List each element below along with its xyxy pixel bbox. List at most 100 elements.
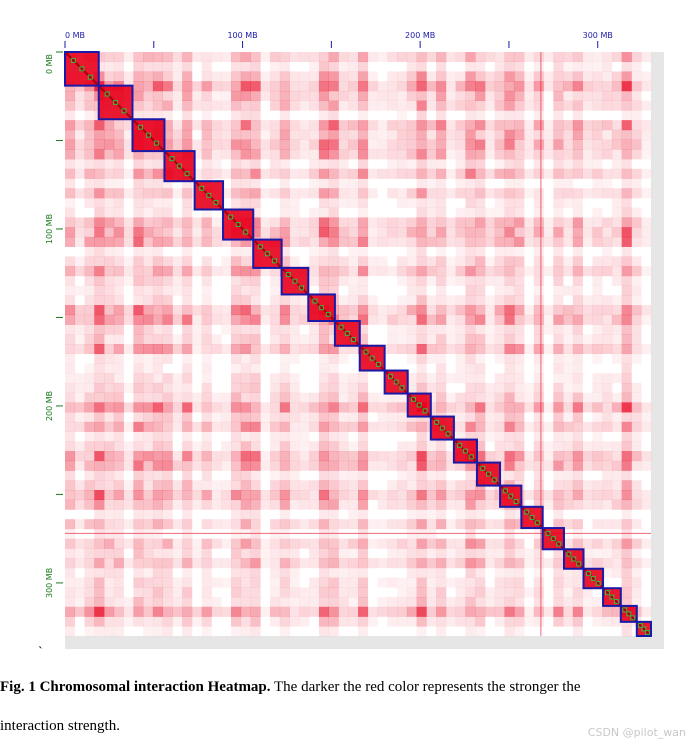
heatmap-cell [445,538,456,549]
heatmap-cell [162,217,173,228]
heatmap-cell [143,490,154,501]
heatmap-cell [367,81,378,92]
heatmap-cell [338,567,349,578]
heatmap-cell [104,499,115,510]
heatmap-cell [299,139,310,150]
heatmap-cell [426,90,437,101]
heatmap-cell [74,305,85,316]
heatmap-cell [445,129,456,140]
heatmap-cell [201,548,212,559]
heatmap-cell [113,412,124,423]
heatmap-cell [94,460,105,471]
heatmap-cell [611,460,622,471]
heatmap-cell [104,597,115,608]
heatmap-cell [348,61,359,72]
heatmap-cell [553,460,564,471]
heatmap-cell [348,480,359,491]
heatmap-cell [143,597,154,608]
heatmap-cell [289,373,300,384]
heatmap-cell [84,431,95,442]
heatmap-cell [406,577,417,588]
heatmap-cell [426,597,437,608]
heatmap-cell [563,451,574,462]
heatmap-cell [318,509,329,520]
heatmap-cell [367,402,378,413]
heatmap-cell [201,120,212,131]
heatmap-cell [484,519,496,530]
subdomain-marker [468,454,474,460]
heatmap-cell [524,314,535,325]
heatmap-cell [543,305,554,316]
heatmap-cell [318,110,329,121]
heatmap-cell [533,139,544,150]
heatmap-cell [621,275,632,286]
heatmap-cell [455,324,466,335]
heatmap-cell [611,519,622,530]
heatmap-cell [143,188,154,199]
heatmap-cell [455,334,466,345]
heatmap-cell [94,344,105,355]
heatmap-cell [533,334,544,345]
heatmap-cell [436,577,447,588]
heatmap-cell [455,71,466,82]
heatmap-cell [416,344,427,355]
heatmap-cell [104,606,115,617]
heatmap-cell [621,110,632,121]
heatmap-cell [553,567,564,578]
heatmap-cell [84,421,95,432]
heatmap-cell [563,90,574,101]
heatmap-cell [240,236,251,247]
heatmap-cell [113,392,124,403]
heatmap-cell [621,490,632,501]
heatmap-cell [631,256,642,267]
heatmap-cell [358,470,369,481]
heatmap-cell [377,129,388,140]
heatmap-cell [318,159,329,170]
heatmap-cell [397,324,408,335]
heatmap-cell [240,528,251,539]
subdomain-marker [641,626,647,632]
heatmap-cell [318,236,329,247]
heatmap-cell [104,490,115,501]
heatmap-cell [250,412,261,423]
heatmap-cell [631,441,642,452]
heatmap-cell [436,217,447,228]
heatmap-cell [84,159,95,170]
heatmap-cell [270,52,281,63]
heatmap-cell [553,344,564,355]
heatmap-cell [572,421,583,432]
heatmap-cell [201,606,212,617]
heatmap-cell [211,538,222,549]
heatmap-cell [475,178,486,189]
heatmap-cell [113,567,124,578]
heatmap-cell [270,451,281,462]
heatmap-cell [113,538,124,549]
heatmap-cell [240,548,251,559]
heatmap-cell [602,324,613,335]
heatmap-cell [338,314,349,325]
heatmap-cell [426,509,437,520]
heatmap-cell [328,324,339,335]
heatmap-cell [455,207,466,218]
heatmap-cell [543,236,554,247]
heatmap-cell [328,256,339,267]
heatmap-cell [143,470,154,481]
heatmap-cell [621,499,632,510]
subdomain-marker [595,580,601,586]
heatmap-cell [563,470,574,481]
heatmap-cell [152,100,163,111]
heatmap-cell [602,236,613,247]
heatmap-cell [504,90,515,101]
heatmap-cell [211,480,222,491]
heatmap-cell [572,159,583,170]
heatmap-cell [182,470,193,481]
heatmap-cell [133,412,144,423]
heatmap-cell [240,256,251,267]
heatmap-cell [592,324,603,335]
heatmap-cell [358,538,369,549]
heatmap-cell [406,314,417,325]
heatmap-cell [367,616,378,627]
heatmap-cell [348,71,359,82]
heatmap-cell [572,236,583,247]
heatmap-cell [133,61,144,72]
